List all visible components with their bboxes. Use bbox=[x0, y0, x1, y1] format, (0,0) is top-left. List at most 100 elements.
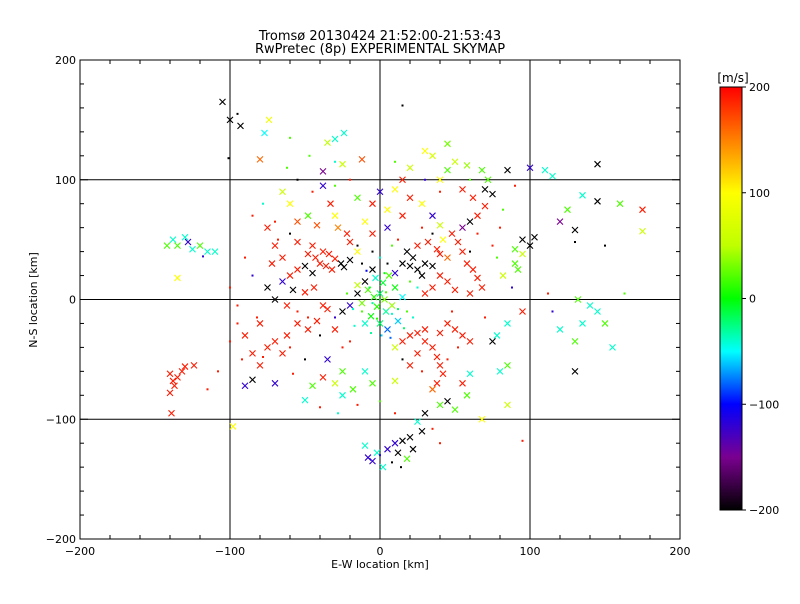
data-point-dot bbox=[499, 226, 501, 229]
data-point-dot bbox=[376, 317, 378, 320]
data-point-dot bbox=[439, 442, 441, 445]
data-point-cross bbox=[406, 433, 414, 441]
data-point-cross bbox=[181, 233, 189, 241]
data-point-cross bbox=[370, 293, 378, 301]
data-point-dot bbox=[202, 255, 204, 258]
data-point-cross bbox=[331, 135, 339, 143]
data-point-cross bbox=[271, 242, 279, 250]
data-point-cross bbox=[313, 221, 321, 229]
data-point-cross bbox=[361, 320, 369, 327]
data-point-cross bbox=[319, 302, 327, 309]
data-point-cross bbox=[304, 212, 312, 220]
data-point-cross bbox=[571, 338, 579, 345]
data-point-dot bbox=[289, 232, 291, 235]
data-point-dot bbox=[368, 286, 371, 289]
data-point-cross bbox=[403, 455, 411, 463]
data-point-dot bbox=[502, 208, 504, 211]
data-point-cross bbox=[343, 230, 351, 238]
data-point-cross bbox=[178, 367, 186, 375]
data-point-dot bbox=[431, 232, 434, 235]
data-point-dot bbox=[262, 355, 264, 358]
data-point-cross bbox=[444, 320, 451, 327]
data-point-cross bbox=[312, 254, 319, 261]
data-point-cross bbox=[436, 176, 444, 184]
data-point-cross bbox=[463, 260, 471, 267]
data-point-dot bbox=[385, 291, 387, 294]
data-point-cross bbox=[331, 379, 339, 387]
data-point-cross bbox=[331, 255, 339, 263]
data-point-cross bbox=[319, 182, 327, 190]
data-point-cross bbox=[399, 176, 406, 184]
data-point-cross bbox=[429, 262, 436, 270]
data-point-cross bbox=[163, 242, 171, 250]
data-point-cross bbox=[466, 218, 474, 226]
data-point-cross bbox=[478, 415, 486, 423]
data-point-dot bbox=[457, 346, 459, 349]
data-point-cross bbox=[436, 361, 444, 369]
colorbar-ticks: 200 100 0 −100 −200 bbox=[742, 81, 779, 517]
data-point-cross bbox=[361, 442, 369, 449]
data-point-cross bbox=[414, 266, 421, 273]
data-point-cross bbox=[469, 194, 477, 202]
data-point-cross bbox=[384, 206, 391, 214]
data-point-cross bbox=[319, 167, 327, 175]
data-point-cross bbox=[459, 379, 466, 387]
data-point-cross bbox=[301, 262, 309, 270]
data-point-dot bbox=[289, 346, 291, 349]
data-point-cross bbox=[564, 206, 571, 214]
data-point-cross bbox=[325, 250, 333, 258]
data-point-cross bbox=[324, 139, 331, 147]
x-tick-label: 200 bbox=[670, 545, 691, 558]
data-point-cross bbox=[271, 379, 279, 387]
data-point-cross bbox=[256, 361, 264, 369]
data-point-cross bbox=[339, 391, 346, 399]
data-point-cross bbox=[384, 224, 391, 232]
data-point-cross bbox=[429, 344, 436, 351]
axis-ticks bbox=[79, 59, 681, 540]
data-point-dot bbox=[251, 274, 254, 277]
data-point-dot bbox=[353, 324, 356, 327]
data-point-cross bbox=[406, 164, 414, 172]
data-point-dot bbox=[391, 312, 393, 315]
data-point-cross bbox=[286, 200, 294, 208]
data-point-dot bbox=[334, 184, 336, 187]
data-point-dot bbox=[334, 160, 336, 163]
data-point-cross bbox=[444, 278, 451, 285]
data-point-cross bbox=[481, 185, 489, 193]
data-point-dot bbox=[424, 178, 426, 181]
data-point-cross bbox=[439, 236, 447, 244]
data-point-cross bbox=[379, 279, 387, 287]
data-point-dot bbox=[361, 310, 363, 313]
data-point-dot bbox=[379, 298, 381, 301]
data-point-cross bbox=[639, 206, 646, 214]
data-point-dot bbox=[401, 104, 404, 107]
data-point-cross bbox=[261, 129, 268, 137]
data-point-dot bbox=[286, 166, 288, 169]
data-point-cross bbox=[279, 278, 286, 285]
data-point-cross bbox=[439, 370, 447, 378]
data-point-cross bbox=[256, 320, 264, 327]
data-point-cross bbox=[421, 260, 429, 267]
data-point-cross bbox=[421, 338, 429, 345]
data-point-cross bbox=[394, 449, 402, 457]
data-point-cross bbox=[369, 200, 376, 208]
data-point-cross bbox=[279, 349, 286, 357]
data-point-cross bbox=[616, 200, 624, 208]
data-point-cross bbox=[399, 437, 406, 445]
data-point-cross bbox=[433, 379, 441, 387]
data-point-cross bbox=[346, 238, 354, 246]
data-point-cross bbox=[448, 230, 456, 238]
data-point-cross bbox=[391, 377, 399, 385]
data-points bbox=[163, 98, 646, 471]
data-point-dot bbox=[431, 427, 434, 430]
data-point-dot bbox=[349, 178, 351, 181]
data-point-cross bbox=[249, 376, 256, 384]
data-point-cross bbox=[166, 370, 174, 378]
data-point-cross bbox=[418, 200, 426, 208]
data-point-dot bbox=[274, 220, 276, 223]
data-point-cross bbox=[211, 248, 219, 255]
data-point-cross bbox=[451, 286, 459, 294]
data-point-cross bbox=[406, 194, 414, 202]
data-point-dot bbox=[401, 358, 404, 361]
data-point-dot bbox=[469, 178, 471, 181]
